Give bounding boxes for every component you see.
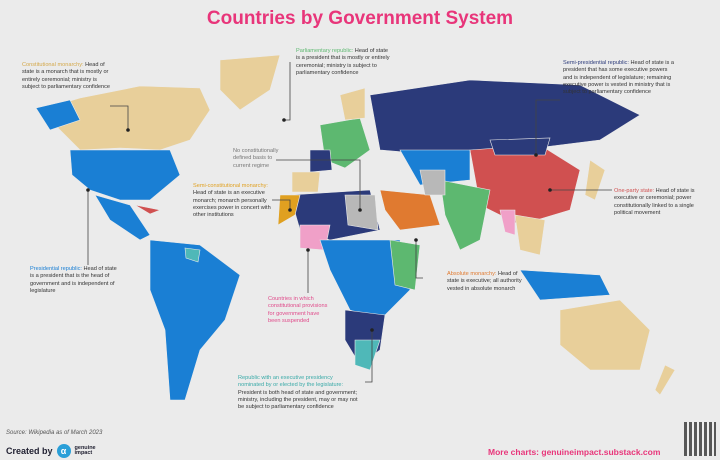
- legend-semi-presidential-republic: Semi-presidential republic: Head of stat…: [563, 60, 675, 96]
- legend-no-constitutional-basis: No constitutionally defined basis to cur…: [233, 148, 279, 169]
- leader-lines: [87, 62, 612, 383]
- qr-code-icon: [684, 422, 716, 456]
- leader-dot: [126, 128, 130, 132]
- legend-absolute-monarchy: Absolute monarchy: Head of state is exec…: [447, 271, 522, 292]
- leader-dot: [548, 188, 552, 192]
- leader-dot: [414, 238, 418, 242]
- region-libya: [344, 194, 379, 231]
- created-by: Created by α genuine impact: [6, 444, 96, 458]
- leader-dot: [288, 208, 292, 212]
- region-cuba: [134, 204, 162, 215]
- region-south-america: [149, 239, 241, 401]
- region-central-america: [94, 194, 151, 241]
- region-indonesia: [519, 269, 611, 301]
- leader-dot: [86, 188, 90, 192]
- region-australia: [559, 299, 651, 371]
- legend-one-party-state: One-party state: Head of state is execut…: [614, 188, 695, 216]
- region-alaska: [35, 99, 81, 131]
- region-india: [439, 179, 491, 251]
- genuine-impact-logo-icon: α: [56, 444, 71, 458]
- region-greenland: [219, 54, 281, 111]
- region-china: [469, 144, 581, 226]
- region-scandinavia: [339, 87, 366, 121]
- region-new-zealand: [654, 364, 676, 396]
- region-north-america-canada: [39, 85, 211, 151]
- source-note: Source: Wikipedia as of March 2023: [6, 430, 103, 436]
- leader-dot: [306, 248, 310, 252]
- region-russia: [369, 79, 641, 156]
- region-iberia: [291, 171, 321, 193]
- legend-constitutional-monarchy: Constitutional monarchy: Head of state i…: [22, 62, 110, 90]
- legend-parliamentary-republic: Parliamentary republic: Head of state is…: [296, 48, 390, 76]
- region-guianas: [184, 247, 201, 263]
- leader-dot: [370, 328, 374, 332]
- region-usa: [69, 149, 181, 201]
- more-charts-link[interactable]: More charts: genuineimpact.substack.com: [488, 447, 661, 457]
- region-east-africa: [389, 239, 421, 291]
- created-by-label: Created by: [6, 446, 53, 456]
- legend-suspended: Countries in which constitutional provis…: [268, 296, 328, 324]
- region-saudi-arabia: [379, 189, 441, 231]
- region-central-asia: [399, 149, 471, 186]
- leader-dot: [282, 118, 286, 122]
- page-title: Countries by Government System: [206, 8, 514, 29]
- region-se-asia: [514, 214, 546, 256]
- legend-semi-constitutional-monarchy: Semi-constitutional monarchy: Head of st…: [193, 183, 271, 219]
- leader-dot: [534, 153, 538, 157]
- region-myanmar: [499, 209, 516, 236]
- legend-executive-presidency-republic: Republic with an executive presidency no…: [238, 375, 358, 411]
- leader-dot: [358, 208, 362, 212]
- region-japan: [584, 159, 606, 201]
- region-mongolia: [489, 137, 551, 156]
- legend-presidential-republic: Presidential republic: Head of state is …: [30, 266, 117, 294]
- region-middle-east-gray: [419, 169, 446, 196]
- region-france: [309, 149, 333, 173]
- region-south-africa: [354, 339, 381, 371]
- brand-name: genuine impact: [74, 444, 96, 456]
